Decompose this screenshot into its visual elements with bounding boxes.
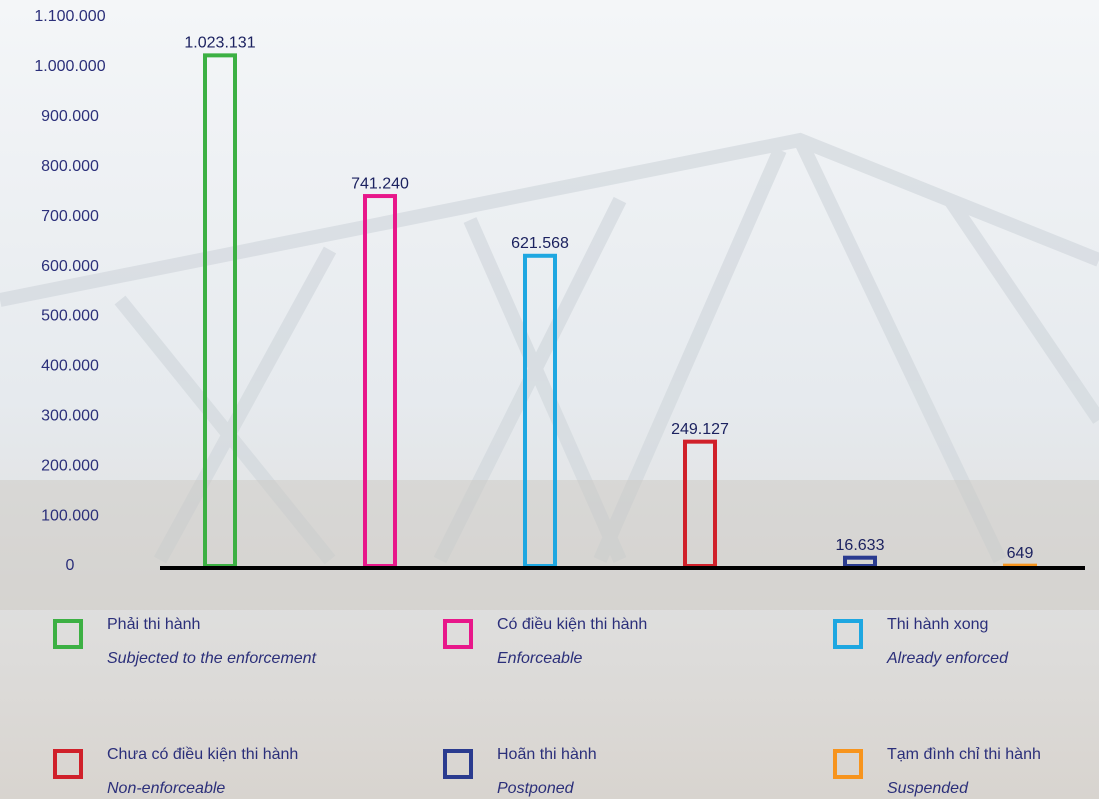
value-label: 1.023.131 — [184, 35, 255, 52]
value-label: 16.633 — [836, 537, 885, 554]
legend-label: Thi hành xong — [887, 616, 988, 633]
value-label: 649 — [1007, 545, 1034, 562]
y-tick-label: 400.000 — [41, 358, 99, 375]
legend-label: Tạm đình chỉ thi hành — [887, 746, 1041, 763]
legend-label: Phải thi hành — [107, 616, 200, 633]
legend-label: Có điều kiện thi hành — [497, 616, 647, 633]
value-label: 249.127 — [671, 421, 729, 438]
legend-translation: Non-enforceable — [107, 780, 225, 797]
y-tick-label: 600.000 — [41, 258, 99, 275]
y-tick-label: 800.000 — [41, 158, 99, 175]
legend-swatch — [833, 749, 863, 779]
y-tick-label: 300.000 — [41, 407, 99, 424]
value-label: 741.240 — [351, 175, 409, 192]
y-tick-label: 700.000 — [41, 208, 99, 225]
legend-label: Hoãn thi hành — [497, 746, 597, 763]
legend-swatch — [443, 749, 473, 779]
y-tick-label: 200.000 — [41, 457, 99, 474]
y-tick-label: 500.000 — [41, 308, 99, 325]
y-tick-label: 1.100.000 — [34, 8, 105, 25]
train-silhouette — [0, 480, 1099, 610]
legend-translation: Suspended — [887, 780, 969, 797]
legend-swatch — [443, 619, 473, 649]
value-label: 621.568 — [511, 235, 569, 252]
legend-swatch — [53, 619, 83, 649]
y-tick-label: 0 — [66, 557, 75, 574]
bridge-silhouette — [0, 132, 1099, 565]
legend-label: Chưa có điều kiện thi hành — [107, 746, 298, 763]
y-tick-label: 900.000 — [41, 108, 99, 125]
legend-swatch — [833, 619, 863, 649]
legend-translation: Enforceable — [497, 650, 582, 667]
legend-translation: Postponed — [497, 780, 575, 797]
y-tick-label: 1.000.000 — [34, 58, 105, 75]
y-tick-label: 100.000 — [41, 507, 99, 524]
legend-swatch — [53, 749, 83, 779]
legend-translation: Subjected to the enforcement — [107, 650, 317, 667]
legend-translation: Already enforced — [886, 650, 1009, 667]
